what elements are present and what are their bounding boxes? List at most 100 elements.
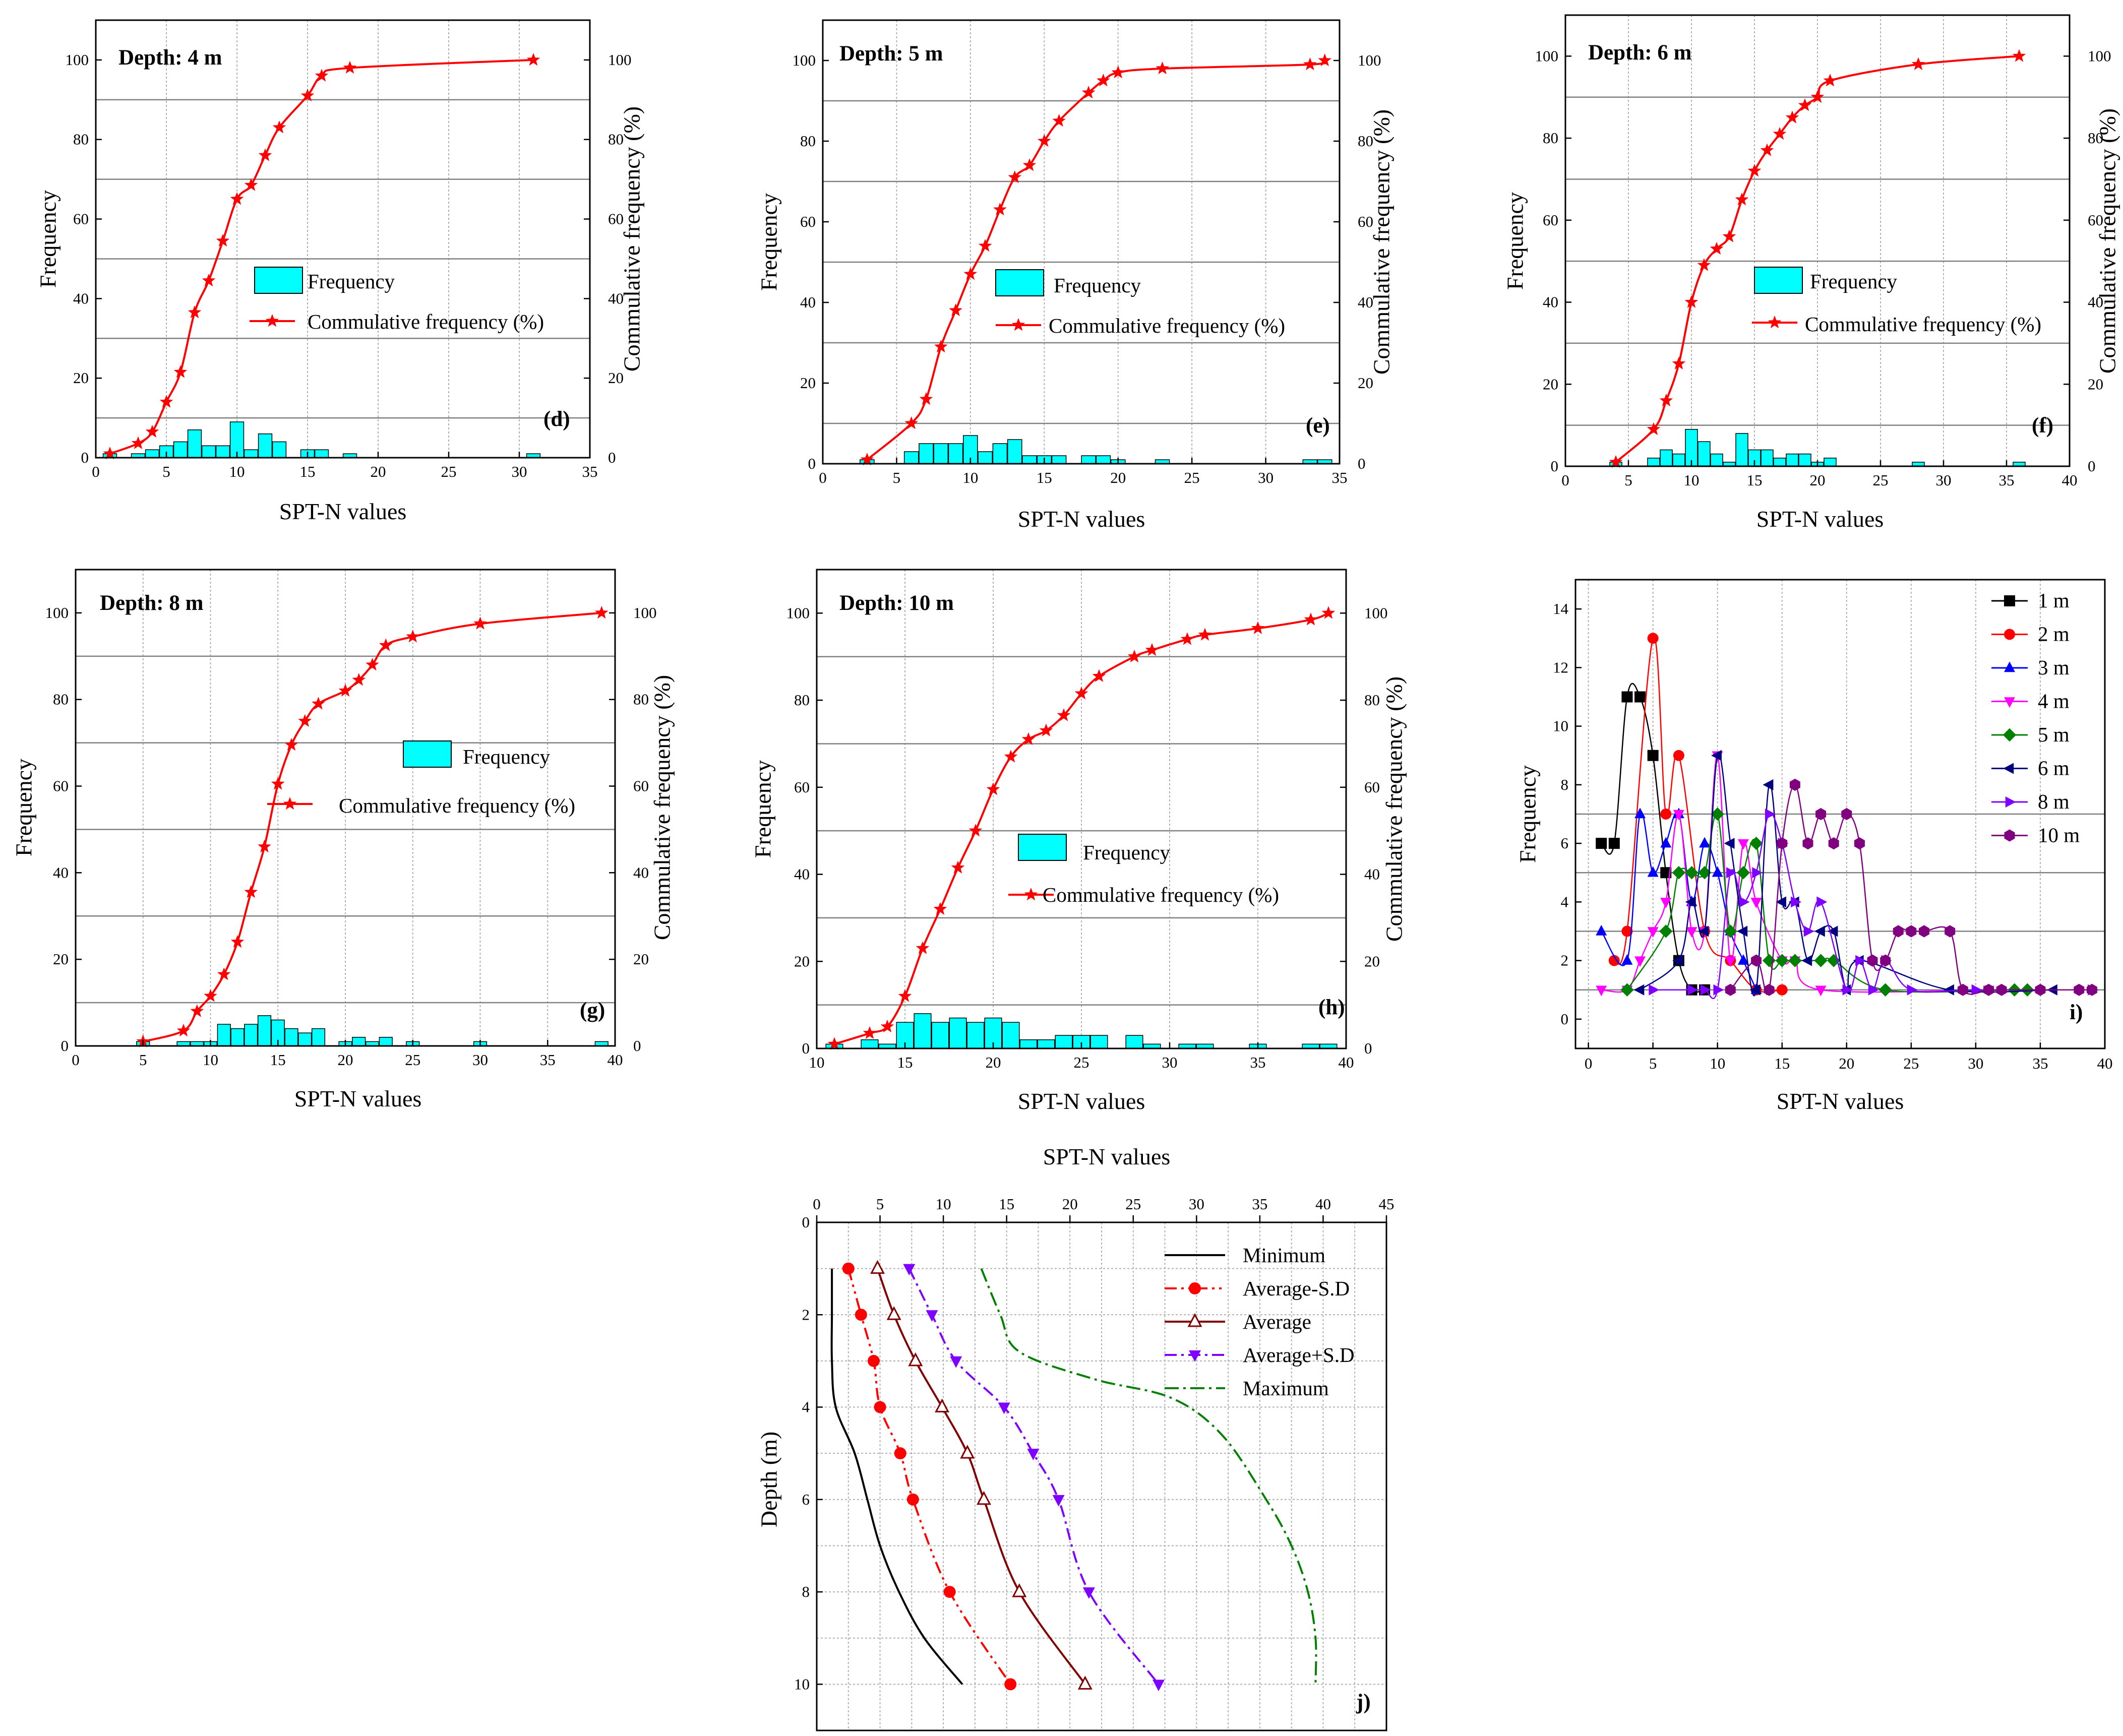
frequency-bar (914, 1013, 932, 1049)
x-tick-label: 15 (1774, 1055, 1790, 1072)
cumulative-point (2012, 49, 2026, 62)
cumulative-point (1672, 356, 1686, 369)
cumulative-point (827, 1037, 841, 1050)
series-point-5 (1801, 955, 1812, 966)
x-tick-label: 20 (1810, 471, 1826, 489)
cumulative-point (159, 395, 173, 408)
plot-frame (822, 19, 1341, 465)
cumulative-point (1127, 649, 1141, 663)
cumulative-point (1697, 258, 1711, 271)
plot-area (96, 20, 590, 458)
legend-label-7: 10 m (2038, 824, 2080, 847)
series-point-1 (1004, 1678, 1017, 1691)
series-point-7 (1957, 983, 1968, 996)
cumulative-point (315, 69, 329, 82)
x-tick-label: 30 (512, 463, 527, 480)
series-point-1 (1621, 925, 1633, 937)
y-tick-label: 12 (1553, 658, 1568, 676)
y-tick-label: 80 (1543, 129, 1558, 147)
cumulative-point (473, 616, 487, 630)
cumulative-point (898, 989, 912, 1002)
frequency-bar (1647, 457, 1660, 467)
y2-tick-label: 100 (2088, 47, 2111, 65)
cumulative-point (1318, 53, 1331, 67)
frequency-bar (1660, 449, 1673, 467)
series-point-6 (1816, 896, 1828, 908)
cumulative-point (202, 273, 216, 287)
y-tick-label: 6 (1561, 834, 1569, 852)
series-point-1 (1608, 955, 1620, 966)
series-point-0 (1660, 867, 1672, 879)
frequency-bar (949, 1017, 967, 1049)
legend-label-3: Average+S.D (1243, 1343, 1355, 1367)
series-point-0 (1647, 750, 1659, 761)
frequency-bar (257, 1015, 272, 1046)
frequency-bar (978, 451, 993, 464)
series-point-2 (870, 1260, 885, 1274)
x-axis-title: SPT-N values (279, 499, 407, 524)
x-tick-label: 20 (1062, 1195, 1078, 1213)
series-point-6 (1765, 809, 1776, 820)
x-tick-label: 35 (1332, 469, 1348, 486)
legend-cumulative-label: Commulative frequency (%) (1049, 314, 1285, 337)
series-point-4 (1775, 954, 1789, 967)
cumulative-point (1004, 750, 1018, 763)
series-point-3 (998, 1402, 1010, 1414)
legend-cumulative-star (1011, 318, 1025, 331)
series-point-3 (926, 1310, 938, 1322)
y-tick-label: 60 (794, 778, 810, 796)
y-tick-label: 0 (802, 1213, 810, 1231)
series-point-6 (1791, 896, 1802, 908)
y-tick-label: 10 (1553, 717, 1568, 735)
frequency-bar (1824, 457, 1837, 467)
x-tick-label: 15 (300, 463, 316, 480)
y2-tick-label: 80 (2088, 129, 2103, 147)
legend-frequency-label: Frequency (308, 270, 395, 293)
cumulative-point (406, 630, 420, 643)
panel-i: 0 5 10 15 20 25 30 35 40 0 2 4 6 8 10 12 14 SPT-N values F… (1515, 579, 2113, 1114)
series-point-6 (1649, 984, 1660, 996)
legend-cumulative-label: Commulative frequency (%) (1043, 883, 1279, 906)
frequency-bar (1710, 453, 1723, 467)
cumulative-point (1038, 134, 1051, 147)
frequency-bar (244, 449, 259, 458)
x-tick-label: 10 (962, 469, 978, 486)
series-point-7 (1906, 925, 1917, 938)
y-tick-label: 60 (1543, 211, 1558, 229)
series-point-7 (1764, 983, 1775, 996)
series-point-4 (1659, 924, 1673, 938)
cumulative-point (131, 436, 145, 449)
x-tick-label: 0 (813, 1195, 821, 1213)
legend-marker-1 (2004, 629, 2015, 640)
y-tick-label: 0 (1551, 457, 1559, 475)
x-tick-label: 0 (72, 1051, 80, 1069)
y-tick-label: 80 (53, 691, 69, 708)
frequency-bar (1055, 1035, 1073, 1049)
frequency-bar (1125, 1035, 1143, 1049)
cumulative-point (366, 658, 379, 671)
x-tick-label: 5 (1649, 1055, 1657, 1072)
x-tick-label: 15 (1037, 469, 1052, 486)
cumulative-point (1081, 86, 1096, 99)
frequency-bar (992, 443, 1008, 464)
series-point-3 (1660, 898, 1672, 909)
frequency-bar (948, 443, 963, 464)
cumulative-point (1659, 393, 1673, 407)
y-tick-label: 2 (802, 1306, 810, 1323)
y-tick-label: 40 (73, 289, 89, 307)
cumulative-point (216, 233, 230, 247)
y-tick-label: 100 (45, 604, 69, 622)
frequency-bar (1786, 453, 1799, 467)
y-axis-title: Frequency (756, 193, 782, 291)
y2-tick-label: 80 (1358, 132, 1373, 150)
frequency-bar (314, 449, 329, 458)
series-line-4 (980, 1268, 1317, 1685)
x-tick-label: 20 (986, 1053, 1001, 1071)
legend-cumulative-label: Commulative frequency (%) (308, 310, 544, 333)
cumulative-point (230, 935, 245, 948)
panel-f: 0 5 10 15 20 25 30 35 40 0 20 40 60 80 100 0 20 40 60 80 100… (1502, 14, 2120, 532)
legend-label-1: 2 m (2038, 623, 2070, 646)
cumulative-point (594, 605, 609, 619)
series-point-5 (1711, 750, 1722, 761)
frequency-bar (215, 445, 230, 458)
